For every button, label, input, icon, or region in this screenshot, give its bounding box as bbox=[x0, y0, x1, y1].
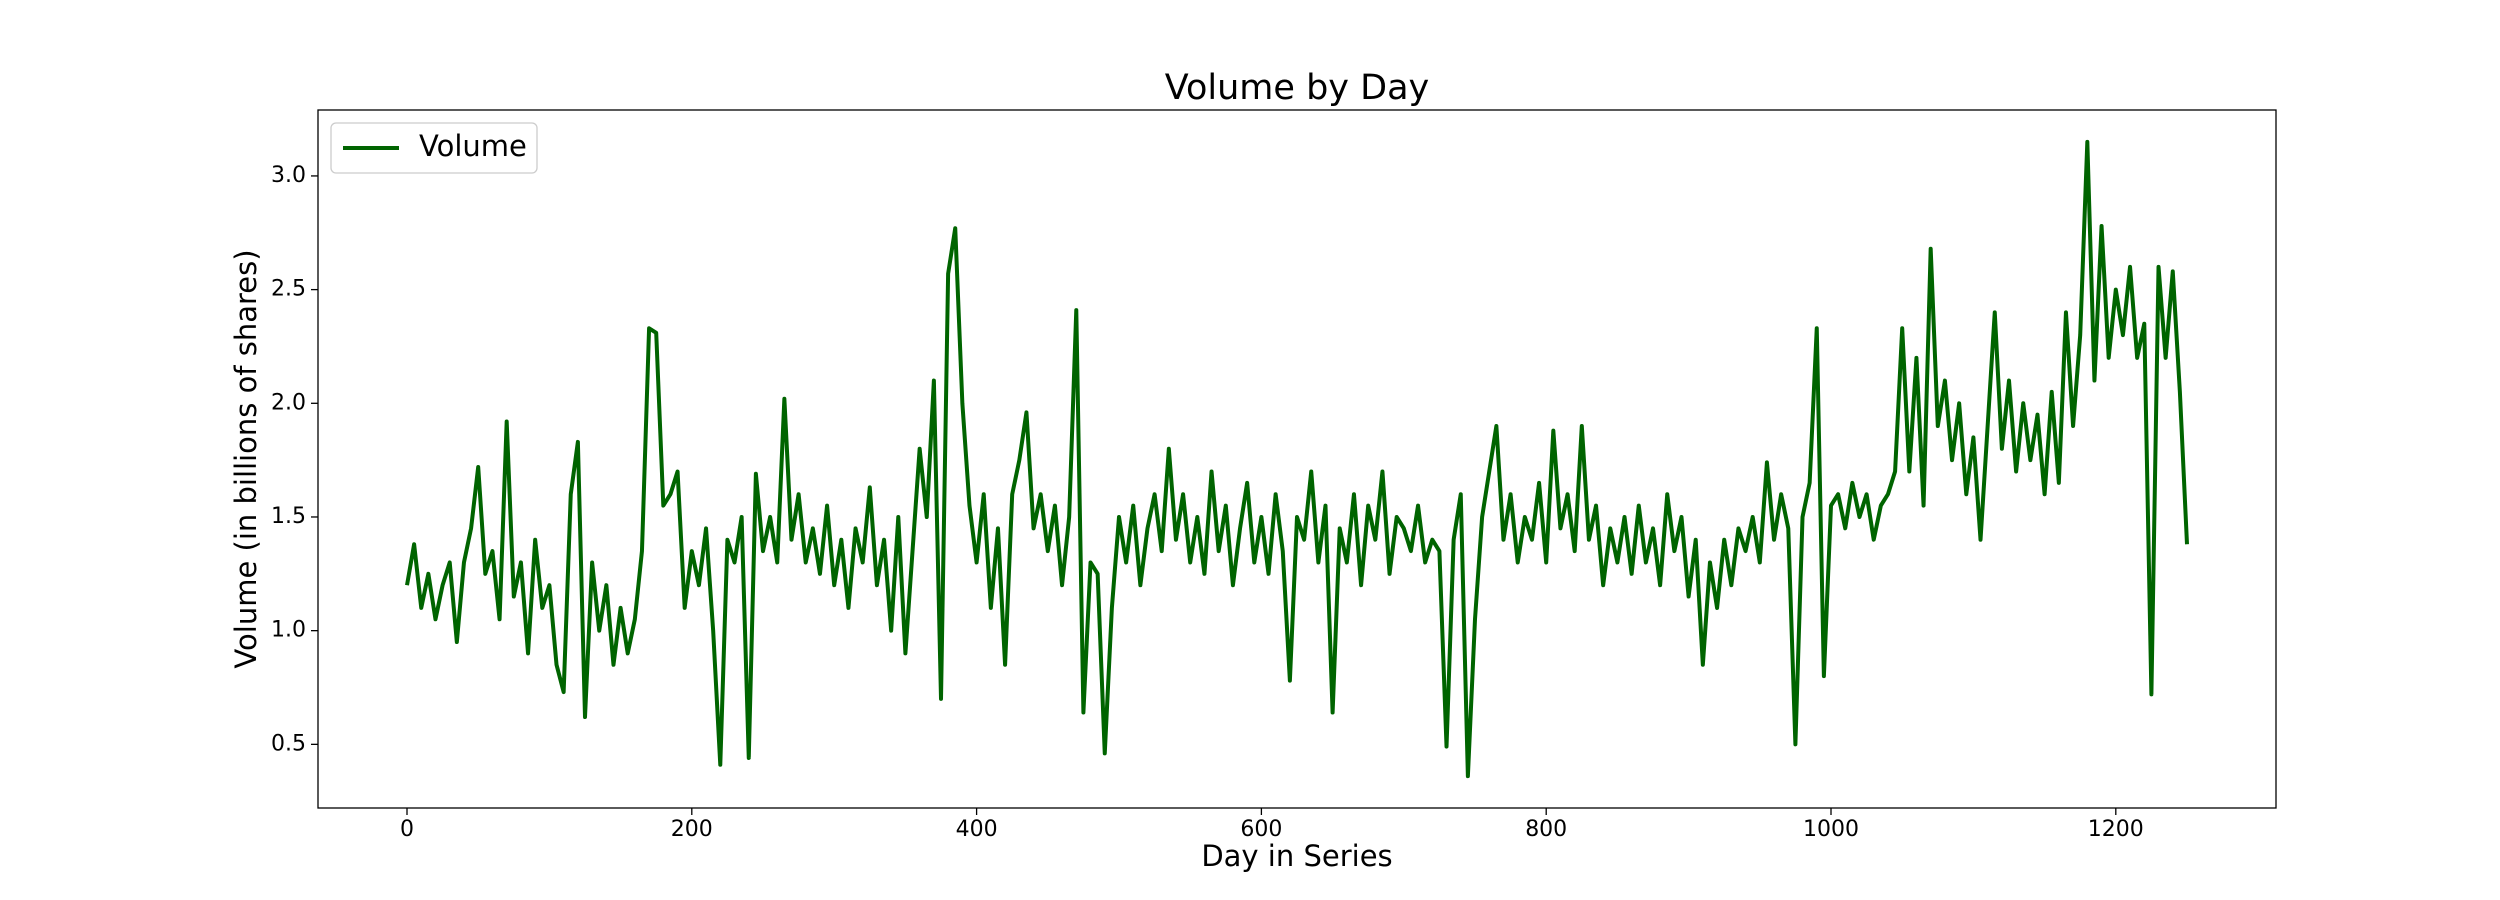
y-tick-label: 0.5 bbox=[271, 731, 306, 756]
data-line bbox=[405, 139, 2189, 779]
y-axis-label: Volume (in billions of shares) bbox=[229, 249, 263, 668]
x-tick-label: 1200 bbox=[2088, 817, 2144, 842]
y-tick-label: 1.5 bbox=[271, 504, 306, 529]
x-tick-label: 200 bbox=[671, 817, 713, 842]
y-tick-label: 2.0 bbox=[271, 390, 306, 415]
legend-box bbox=[330, 122, 538, 174]
plot-frame bbox=[317, 109, 2277, 809]
x-axis-label: Day in Series bbox=[1201, 839, 1392, 873]
x-tick-label: 0 bbox=[400, 817, 414, 842]
chart-title: Volume by Day bbox=[1165, 68, 1429, 108]
x-tick-label: 400 bbox=[956, 817, 998, 842]
x-tick-label: 600 bbox=[1240, 817, 1282, 842]
y-tick-label: 3.0 bbox=[271, 163, 306, 188]
x-tick-label: 1000 bbox=[1803, 817, 1859, 842]
legend-label: Volume bbox=[419, 129, 527, 163]
x-tick-label: 800 bbox=[1525, 817, 1567, 842]
y-tick-label: 1.0 bbox=[271, 618, 306, 643]
y-tick-label: 2.5 bbox=[271, 277, 306, 302]
